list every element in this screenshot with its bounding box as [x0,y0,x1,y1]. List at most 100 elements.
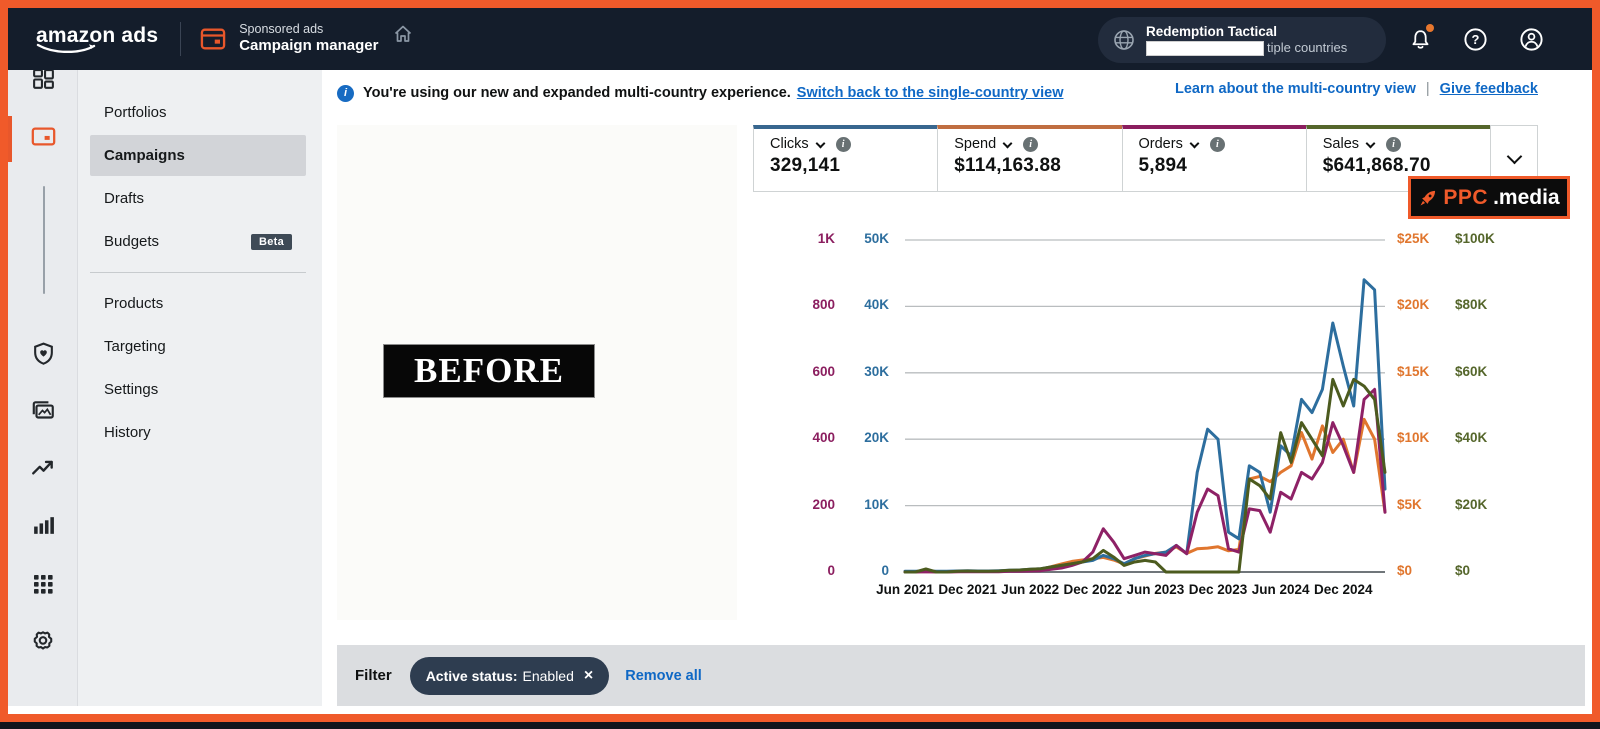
help-button[interactable]: ? [1458,22,1492,56]
rail-item-campaigns[interactable] [21,117,65,161]
svg-text:?: ? [1471,32,1479,47]
y-axis-label-sales: $80K [1455,297,1488,313]
learn-more-link[interactable]: Learn about the multi-country view [1175,81,1416,97]
metric-card-orders[interactable]: Orders i 5,894 [1121,125,1306,192]
y-axis-label-spend: $25K [1397,231,1430,246]
y-axis-label-orders: 1K [817,231,835,246]
rail-active-indicator [8,116,12,162]
y-axis-label-sales: $20K [1455,496,1488,512]
filter-chip-active-status[interactable]: Active status: Enabled × [409,656,610,695]
top-navigation-bar: amazon ads Sponsored ads Campaign manage… [8,8,1592,70]
account-menu-button[interactable] [1514,22,1548,56]
icon-rail [8,69,78,706]
reports-icon [31,513,56,543]
y-axis-label-sales: $0 [1455,563,1471,578]
switch-back-link[interactable]: Switch back to the single-country view [796,85,1064,101]
redaction-box [1146,41,1264,57]
rail-item-apps[interactable] [21,564,65,608]
chart-plot-area[interactable] [903,239,1387,578]
campaign-manager-icon [199,25,227,53]
info-icon[interactable]: i [1386,136,1402,152]
x-axis-label: Dec 2021 [938,582,997,597]
sidebar-item-drafts[interactable]: Drafts [90,178,306,219]
info-icon[interactable]: i [835,136,851,152]
chevron-down-icon[interactable] [1365,138,1376,148]
sidebar-item-label: Settings [104,381,159,398]
filter-chip-value: Enabled [522,667,574,684]
rail-item-dashboard[interactable] [21,60,65,104]
info-icon[interactable]: i [1023,136,1039,152]
y-axis-label-clicks: 30K [864,363,889,379]
metric-card-clicks[interactable]: Clicks i 329,141 [753,125,938,192]
y-axis-label-orders: 400 [812,430,835,446]
metric-value: 329,141 [770,155,841,176]
amazon-ads-logo[interactable]: amazon ads [36,25,158,53]
series-line-sales [903,377,1387,574]
sidebar-item-label: Products [104,295,164,312]
rail-item-shield[interactable] [21,334,65,378]
metric-label: Orders i [1139,136,1306,152]
banner-message: You're using our new and expanded multi-… [363,85,791,101]
info-icon[interactable]: i [1209,136,1225,152]
amazon-smile-icon [36,43,96,53]
y-axis-label-spend: $5K [1397,496,1422,512]
x-axis-label: Dec 2023 [1188,582,1248,597]
account-info: Redemption Tactical tiple countries [1146,23,1347,57]
metric-label: Spend i [954,136,1121,152]
sidebar-item-label: Portfolios [104,104,167,121]
app-title-block: Sponsored ads Campaign manager [239,22,378,56]
rail-item-creatives[interactable] [21,391,65,435]
metric-name: Sales [1322,136,1360,152]
y-axis-label-clicks: 20K [864,430,889,446]
campaigns-icon [30,123,57,155]
sidebar-item-label: History [104,424,151,441]
topbar-divider [180,22,182,56]
user-icon [1519,27,1543,51]
x-axis-label: Dec 2022 [1063,582,1123,597]
chevron-down-icon[interactable] [1189,138,1200,148]
home-icon[interactable] [392,23,414,50]
chevron-down-icon[interactable] [815,138,826,148]
give-feedback-link[interactable]: Give feedback [1439,81,1538,97]
remove-filter-icon[interactable]: × [583,666,594,684]
y-axis-label-sales: $60K [1455,363,1488,379]
rail-item-reports[interactable] [21,506,65,550]
rail-item-settings[interactable] [21,621,65,665]
sidebar-item-portfolios[interactable]: Portfolios [90,92,306,133]
account-selector[interactable]: Redemption Tactical tiple countries [1098,17,1386,63]
sidebar-item-products[interactable]: Products [90,283,306,324]
x-axis-label: Jun 2023 [1126,582,1185,597]
metric-card-spend[interactable]: Spend i $114,163.88 [937,125,1122,192]
y-axis-label-spend: $0 [1397,563,1413,578]
metric-name: Spend [954,136,997,152]
chevron-down-icon[interactable] [1002,138,1013,148]
bell-icon [1412,29,1428,49]
sidebar-item-campaigns[interactable]: Campaigns [90,135,306,176]
sidebar-item-budgets[interactable]: Budgets Beta [90,221,306,262]
account-subtitle: tiple countries [1146,40,1347,57]
y-axis-label-sales: $100K [1455,231,1495,246]
beta-badge: Beta [250,233,292,250]
insights-icon [30,456,56,487]
rail-scroll-indicator[interactable] [43,186,45,294]
y-axis-label-sales: $40K [1455,430,1488,446]
series-line-orders [903,387,1387,574]
sidebar-item-label: Budgets [104,233,160,250]
x-axis-label: Dec 2024 [1313,582,1373,597]
sidebar-item-settings[interactable]: Settings [90,369,306,410]
rail-item-insights[interactable] [21,449,65,493]
campaign-manager-title: Campaign manager [239,37,379,55]
watermark-media-text: .media [1493,185,1560,209]
chevron-down-icon [1506,148,1522,164]
y-axis-label-orders: 0 [827,563,835,578]
sidebar-item-history[interactable]: History [90,412,306,453]
sidebar-item-targeting[interactable]: Targeting [90,326,306,367]
creatives-icon [30,398,56,429]
metric-value: $114,163.88 [954,155,1062,176]
filter-bar: Filter Active status: Enabled × Remove a… [337,645,1585,706]
notifications-button[interactable] [1403,22,1437,56]
remove-all-link[interactable]: Remove all [625,667,702,684]
y-axis-label-spend: $20K [1397,297,1430,313]
info-icon: i [337,84,354,102]
